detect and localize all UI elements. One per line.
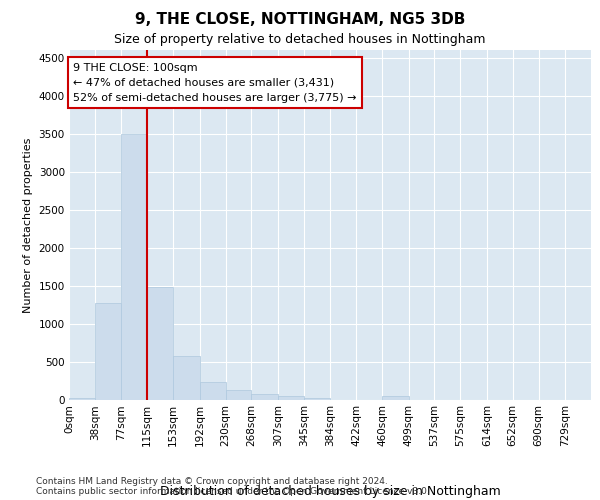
Text: 9 THE CLOSE: 100sqm
← 47% of detached houses are smaller (3,431)
52% of semi-det: 9 THE CLOSE: 100sqm ← 47% of detached ho… [73, 63, 356, 102]
Bar [121, 134, 147, 400]
Bar [173, 356, 200, 400]
Bar [69, 398, 95, 400]
Bar [200, 382, 226, 400]
Text: Size of property relative to detached houses in Nottingham: Size of property relative to detached ho… [114, 32, 486, 46]
Bar [278, 396, 304, 400]
Text: Contains HM Land Registry data © Crown copyright and database right 2024.: Contains HM Land Registry data © Crown c… [36, 477, 388, 486]
X-axis label: Distribution of detached houses by size in Nottingham: Distribution of detached houses by size … [160, 485, 500, 498]
Text: 9, THE CLOSE, NOTTINGHAM, NG5 3DB: 9, THE CLOSE, NOTTINGHAM, NG5 3DB [135, 12, 465, 28]
Bar [251, 394, 278, 400]
Bar [382, 396, 409, 400]
Bar [95, 302, 121, 400]
Bar [304, 398, 331, 400]
Text: Contains public sector information licensed under the Open Government Licence v3: Contains public sector information licen… [36, 487, 430, 496]
Y-axis label: Number of detached properties: Number of detached properties [23, 138, 33, 312]
Bar [226, 390, 251, 400]
Bar [147, 288, 173, 400]
